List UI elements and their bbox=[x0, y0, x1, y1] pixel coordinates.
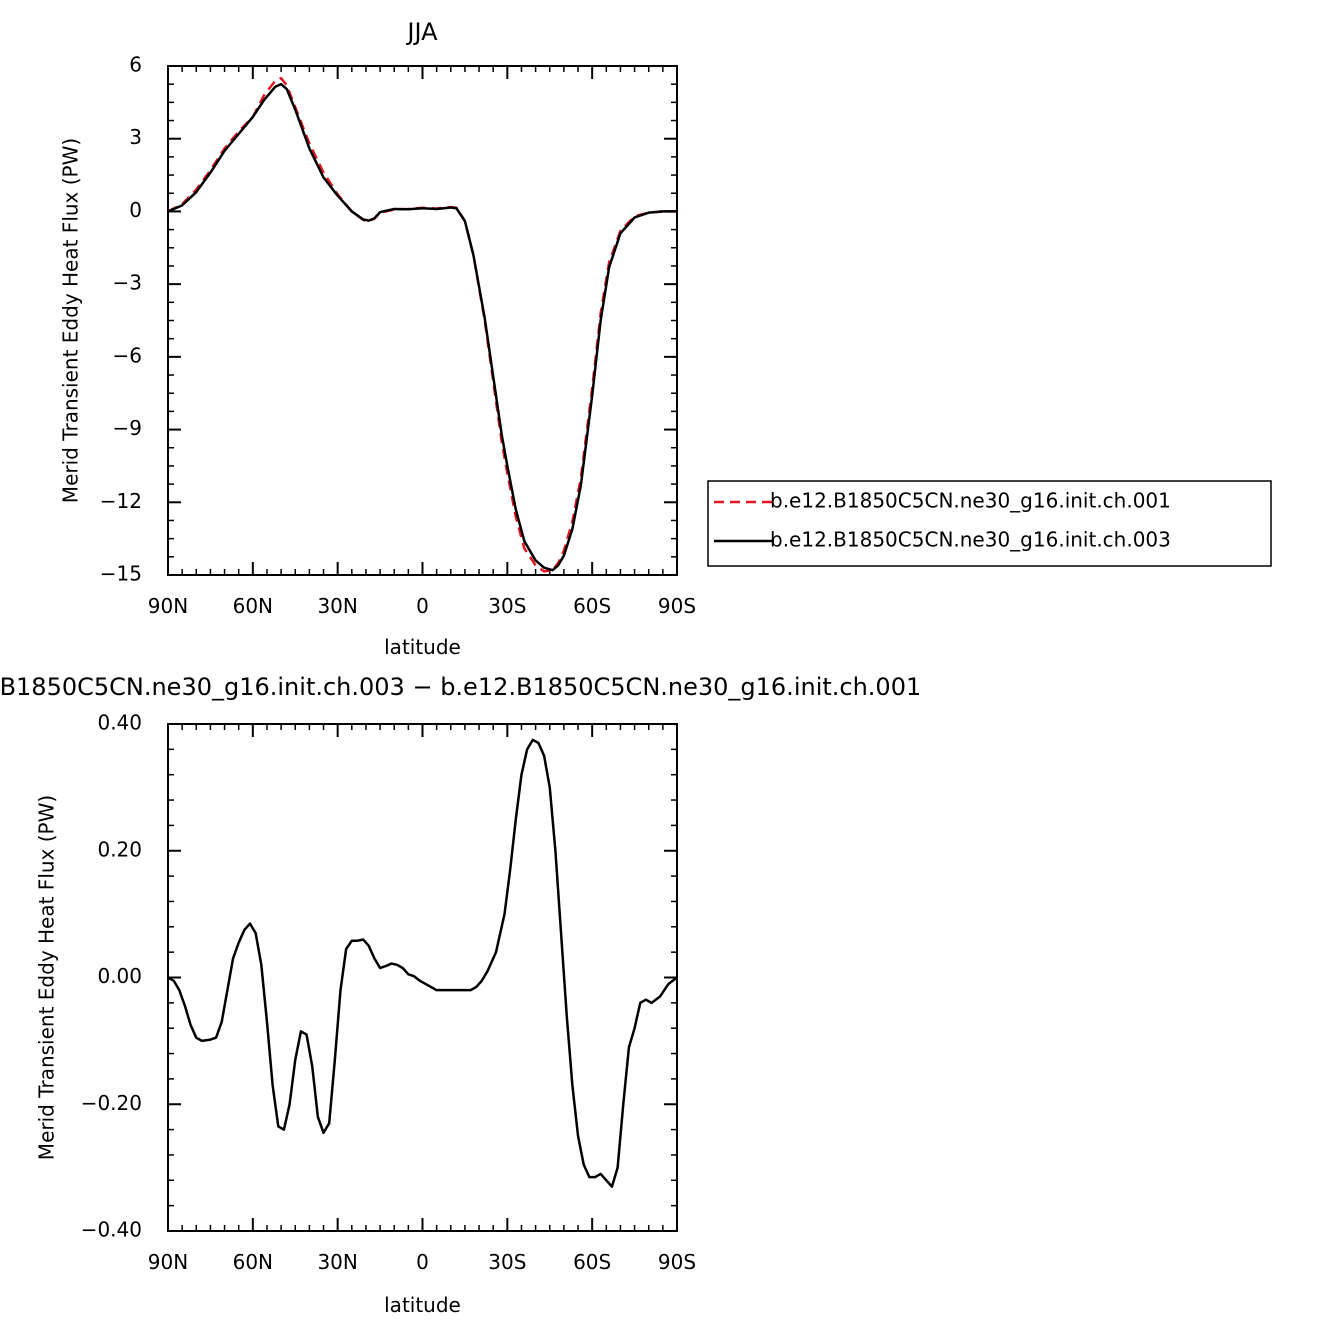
y-tick-label: −15 bbox=[100, 562, 142, 586]
y-tick-label: −12 bbox=[100, 489, 142, 513]
x-tick-label: 0 bbox=[416, 594, 429, 618]
plot-frame bbox=[167, 723, 678, 1232]
y-tick-label: −6 bbox=[113, 343, 142, 367]
chart-title: JJA bbox=[405, 18, 438, 46]
x-tick-label: 60S bbox=[573, 1250, 611, 1274]
y-tick-label: −0.40 bbox=[81, 1218, 142, 1242]
y-tick-label: −9 bbox=[113, 416, 142, 440]
y-tick-label: 0 bbox=[129, 198, 142, 222]
y-tick-label: 3 bbox=[129, 125, 142, 149]
x-tick-label: 30N bbox=[317, 1250, 357, 1274]
legend-box bbox=[707, 480, 1272, 567]
x-tick-label: 90S bbox=[658, 594, 696, 618]
x-tick-label: 90S bbox=[658, 1250, 696, 1274]
x-tick-label: 30S bbox=[488, 1250, 526, 1274]
y-tick-label: 0.20 bbox=[97, 837, 142, 861]
x-tick-label: 30N bbox=[317, 594, 357, 618]
x-tick-label: 60N bbox=[233, 594, 273, 618]
x-tick-label: 60N bbox=[233, 1250, 273, 1274]
bottom-panel: b.e12.B1850C5CN.ne30_g16.init.ch.003 − b… bbox=[0, 673, 921, 1317]
x-tick-label: 30S bbox=[488, 594, 526, 618]
x-tick-label: 90N bbox=[148, 1250, 188, 1274]
x-tick-label: 90N bbox=[148, 594, 188, 618]
y-axis-label: Merid Transient Eddy Heat Flux (PW) bbox=[59, 138, 83, 503]
legend-label-1: b.e12.B1850C5CN.ne30_g16.init.ch.001 bbox=[770, 489, 1171, 513]
x-tick-label: 0 bbox=[416, 1250, 429, 1274]
x-axis-label: latitude bbox=[384, 1293, 461, 1317]
chart-title: b.e12.B1850C5CN.ne30_g16.init.ch.003 − b… bbox=[0, 673, 921, 701]
y-tick-label: −0.20 bbox=[81, 1091, 142, 1115]
legend-label-2: b.e12.B1850C5CN.ne30_g16.init.ch.003 bbox=[770, 528, 1171, 552]
y-tick-label: −3 bbox=[113, 271, 142, 295]
top-panel: JJA 90N 60N 30N 0 30S 60S 90S 6 3 0 −3 −6 −9 −12 −15 lat… bbox=[59, 18, 1272, 659]
y-axis-label: Merid Transient Eddy Heat Flux (PW) bbox=[35, 795, 59, 1160]
y-tick-label: 6 bbox=[129, 53, 142, 77]
series-line-1 bbox=[167, 738, 678, 1188]
series-line-2 bbox=[167, 82, 677, 572]
y-tick-label: 0.00 bbox=[97, 964, 142, 988]
x-axis-label: latitude bbox=[384, 635, 461, 659]
x-tick-label: 60S bbox=[573, 594, 611, 618]
y-tick-label: 0.40 bbox=[97, 711, 142, 735]
